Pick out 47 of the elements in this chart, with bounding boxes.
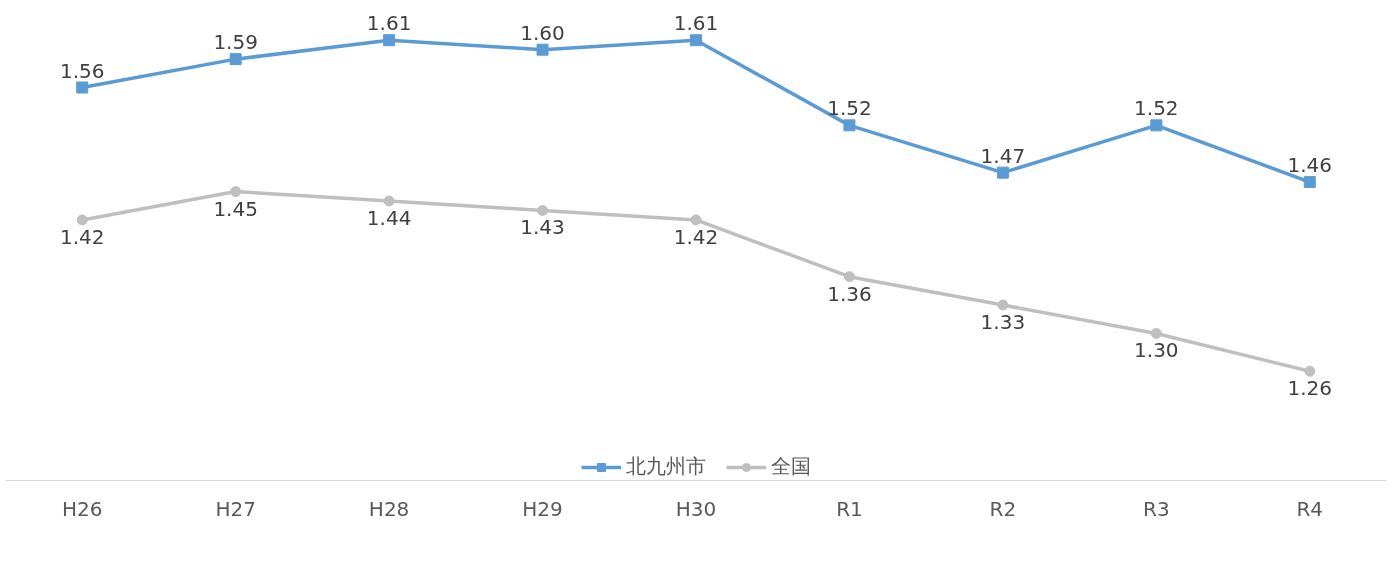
data-label: 1.47 xyxy=(980,143,1026,168)
x-tick-label: R1 xyxy=(836,496,863,521)
data-label: 1.33 xyxy=(980,310,1026,335)
data-label: 1.60 xyxy=(520,20,565,45)
legend-label: 北九州市 xyxy=(625,453,706,480)
data-label: 1.56 xyxy=(59,58,105,83)
point xyxy=(229,53,242,66)
point xyxy=(383,195,395,207)
data-label: 1.46 xyxy=(1287,153,1333,178)
point xyxy=(843,119,856,132)
data-label: 1.26 xyxy=(1287,376,1333,401)
x-tick-label: H30 xyxy=(675,496,717,521)
data-label: 1.36 xyxy=(827,281,872,306)
data-label: 1.59 xyxy=(213,30,258,55)
data-label: 1.42 xyxy=(673,224,719,249)
point xyxy=(76,81,89,94)
x-tick-label: H29 xyxy=(522,496,563,521)
data-label: 1.30 xyxy=(1134,338,1179,363)
point xyxy=(1150,327,1162,339)
point xyxy=(1150,119,1163,132)
data-label: 1.61 xyxy=(366,11,412,36)
point xyxy=(1303,176,1316,189)
point xyxy=(536,43,549,56)
x-tick-label: R2 xyxy=(989,496,1017,521)
data-label: 1.52 xyxy=(827,96,872,121)
point xyxy=(1304,365,1316,377)
data-label: 1.44 xyxy=(366,206,412,231)
point xyxy=(690,34,702,47)
point xyxy=(996,166,1009,179)
point xyxy=(537,204,549,216)
data-label: 1.42 xyxy=(59,224,105,249)
point xyxy=(997,299,1009,311)
point xyxy=(76,214,88,226)
data-label: 1.52 xyxy=(1134,96,1179,121)
point xyxy=(690,214,702,226)
point xyxy=(843,271,855,283)
x-tick-label: H27 xyxy=(215,496,256,521)
legend-label: 全国 xyxy=(770,453,811,480)
x-tick-label: H28 xyxy=(368,496,410,521)
data-label: 1.43 xyxy=(520,215,565,240)
x-tick-label: H26 xyxy=(61,496,103,521)
x-tick-label: R4 xyxy=(1296,496,1324,521)
data-label: 1.45 xyxy=(213,196,258,221)
point xyxy=(230,186,242,198)
x-tick-label: R3 xyxy=(1143,496,1170,521)
point xyxy=(383,34,396,47)
data-label: 1.61 xyxy=(673,11,719,36)
